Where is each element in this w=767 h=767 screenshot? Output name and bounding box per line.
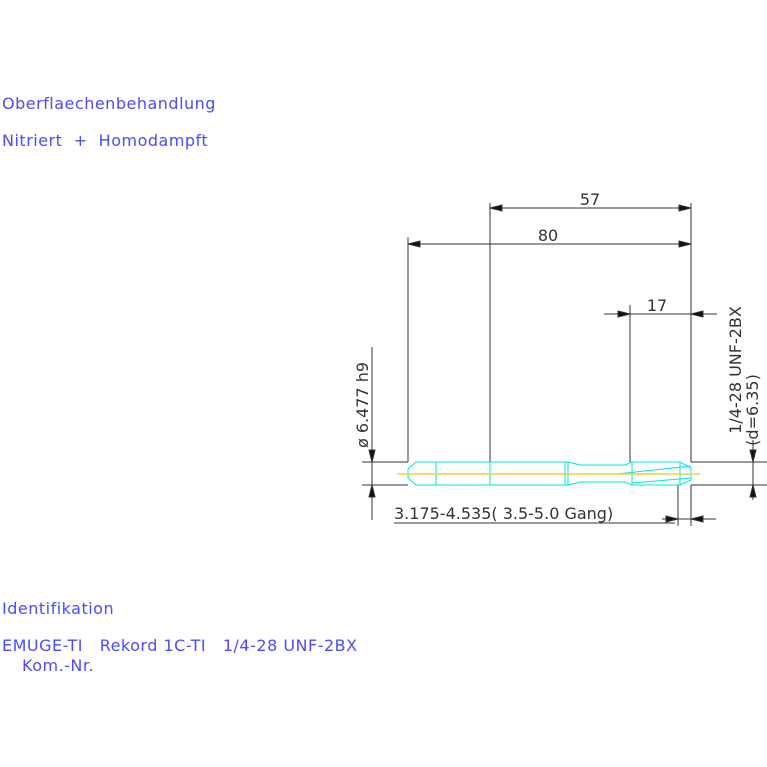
arrow bbox=[665, 515, 679, 523]
ident-value: EMUGE-TI Rekord 1C-TI 1/4-28 UNF-2BX bbox=[2, 636, 358, 655]
arrow bbox=[678, 240, 692, 248]
arrow bbox=[617, 310, 631, 318]
extension-lines bbox=[362, 203, 767, 526]
dim-17-text: 17 bbox=[647, 296, 667, 315]
core-range-text: 3.175-4.535( 3.5-5.0 Gang) bbox=[394, 504, 613, 523]
ident-label: Identifikation bbox=[2, 599, 115, 618]
surface-label: Oberflaechenbehandlung bbox=[2, 94, 216, 113]
arrow bbox=[690, 515, 704, 523]
kom-nr: Kom.-Nr. bbox=[22, 656, 95, 675]
arrow bbox=[749, 484, 757, 498]
arrow bbox=[678, 204, 692, 212]
surface-value: Nitriert + Homodampft bbox=[2, 131, 209, 150]
arrow bbox=[368, 484, 376, 498]
arrow bbox=[489, 204, 503, 212]
thread-spec-text: 1/4-28 UNF-2BX bbox=[726, 306, 745, 434]
arrow bbox=[368, 449, 376, 463]
arrow bbox=[749, 449, 757, 463]
arrow bbox=[407, 240, 421, 248]
dimension-lines bbox=[368, 204, 757, 524]
thread-diameter-text: (d=6.35) bbox=[743, 374, 762, 446]
diameter-text: ø 6.477 h9 bbox=[353, 362, 372, 448]
dim-80-text: 80 bbox=[538, 226, 558, 245]
dim-57-text: 57 bbox=[580, 190, 600, 209]
arrow bbox=[690, 310, 704, 318]
